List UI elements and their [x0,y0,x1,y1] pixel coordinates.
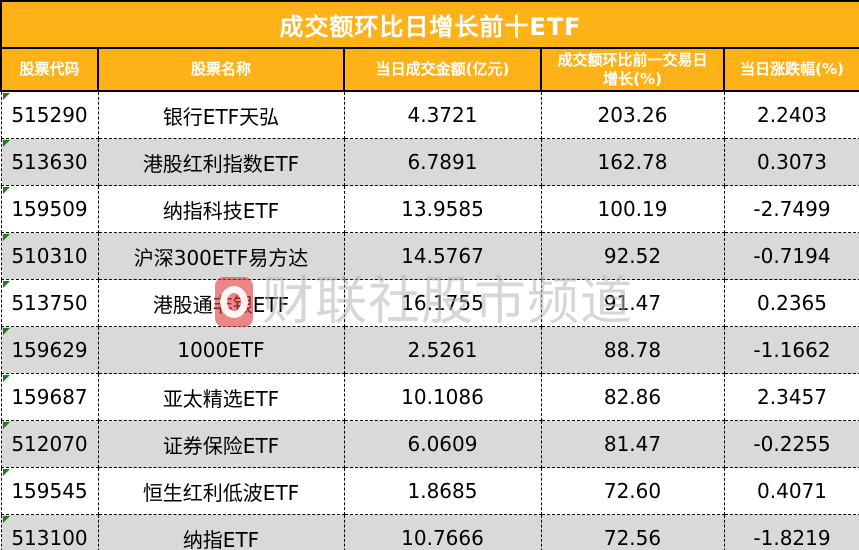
cell-growth: 81.47 [540,420,725,468]
cell-name: 证券保险ETF [97,420,345,468]
excel-text-marker-icon [2,422,10,429]
excel-text-marker-icon [2,469,10,476]
col-header-code: 股票代码 [0,47,99,92]
excel-text-marker-icon [2,234,10,241]
cell-change: 0.3073 [723,138,859,186]
table-title: 成交额环比日增长前十ETF [0,0,859,49]
stock-code: 159629 [11,338,88,362]
stock-code: 159687 [11,385,88,409]
stock-code: 159545 [11,479,88,503]
cell-name: 1000ETF [97,326,345,374]
cell-amount: 6.7891 [343,138,542,186]
cell-code: 513630 [0,138,99,186]
cell-change: 2.3457 [723,373,859,421]
excel-text-marker-icon [2,140,10,147]
cell-name: 港股红利指数ETF [97,138,345,186]
cell-code: 513100 [0,514,99,550]
table-row: 515290 银行ETF天弘 4.3721 203.26 2.2403 [0,90,859,139]
table-row: 513750 港股通非银ETF 16.1755 91.47 0.2365 [0,279,859,327]
cell-change: 2.2403 [723,90,859,139]
cell-name: 港股通非银ETF [97,279,345,327]
cell-amount: 10.7666 [343,514,542,550]
cell-growth: 88.78 [540,326,725,374]
cell-change: -0.7194 [723,232,859,280]
cell-amount: 10.1086 [343,373,542,421]
stock-code: 513630 [11,150,88,174]
excel-text-marker-icon [2,375,10,382]
col-header-name: 股票名称 [97,47,345,92]
table-row: 510310 沪深300ETF易方达 14.5767 92.52 -0.7194 [0,232,859,280]
cell-name: 银行ETF天弘 [97,90,345,139]
cell-code: 512070 [0,420,99,468]
excel-text-marker-icon [2,93,10,100]
cell-change: -0.2255 [723,420,859,468]
stock-code: 510310 [11,244,88,268]
cell-amount: 2.5261 [343,326,542,374]
cell-growth: 72.56 [540,514,725,550]
title-row: 成交额环比日增长前十ETF [0,0,859,49]
cell-code: 159687 [0,373,99,421]
table-row: 512070 证券保险ETF 6.0609 81.47 -0.2255 [0,420,859,468]
stock-code: 159509 [11,197,88,221]
cell-growth: 203.26 [540,90,725,139]
stock-code: 513750 [11,291,88,315]
cell-change: -1.1662 [723,326,859,374]
cell-amount: 14.5767 [343,232,542,280]
cell-growth: 92.52 [540,232,725,280]
excel-text-marker-icon [2,516,10,523]
cell-name: 纳指ETF [97,514,345,550]
col-header-amount: 当日成交金额(亿元) [343,47,542,92]
excel-text-marker-icon [2,281,10,288]
cell-change: 0.2365 [723,279,859,327]
column-header-row: 股票代码 股票名称 当日成交金额(亿元) 成交额环比前一交易日增长(%) 当日涨… [0,47,859,92]
cell-code: 513750 [0,279,99,327]
cell-amount: 1.8685 [343,467,542,515]
cell-growth: 82.86 [540,373,725,421]
cell-code: 159545 [0,467,99,515]
cell-name: 纳指科技ETF [97,185,345,233]
cell-change: -2.7499 [723,185,859,233]
cell-code: 159629 [0,326,99,374]
cell-name: 恒生红利低波ETF [97,467,345,515]
cell-change: 0.4071 [723,467,859,515]
table-row: 159687 亚太精选ETF 10.1086 82.86 2.3457 [0,373,859,421]
table-row: 159509 纳指科技ETF 13.9585 100.19 -2.7499 [0,185,859,233]
cell-code: 510310 [0,232,99,280]
table-row: 159629 1000ETF 2.5261 88.78 -1.1662 [0,326,859,374]
table-row: 513100 纳指ETF 10.7666 72.56 -1.8219 [0,514,859,550]
stock-code: 513100 [11,526,88,550]
cell-code: 159509 [0,185,99,233]
cell-growth: 100.19 [540,185,725,233]
cell-growth: 72.60 [540,467,725,515]
excel-text-marker-icon [2,328,10,335]
cell-name: 亚太精选ETF [97,373,345,421]
col-header-growth: 成交额环比前一交易日增长(%) [540,47,725,92]
col-header-change: 当日涨跌幅(%) [722,47,859,92]
table-row: 159545 恒生红利低波ETF 1.8685 72.60 0.4071 [0,467,859,515]
cell-growth: 162.78 [540,138,725,186]
stock-code: 515290 [11,103,88,127]
cell-amount: 13.9585 [343,185,542,233]
cell-code: 515290 [0,90,99,139]
cell-growth: 91.47 [540,279,725,327]
cell-change: -1.8219 [723,514,859,550]
cell-amount: 16.1755 [343,279,542,327]
cell-name: 沪深300ETF易方达 [97,232,345,280]
cell-amount: 6.0609 [343,420,542,468]
excel-text-marker-icon [2,187,10,194]
stock-code: 512070 [11,432,88,456]
table-row: 513630 港股红利指数ETF 6.7891 162.78 0.3073 [0,138,859,186]
cell-amount: 4.3721 [343,90,542,139]
